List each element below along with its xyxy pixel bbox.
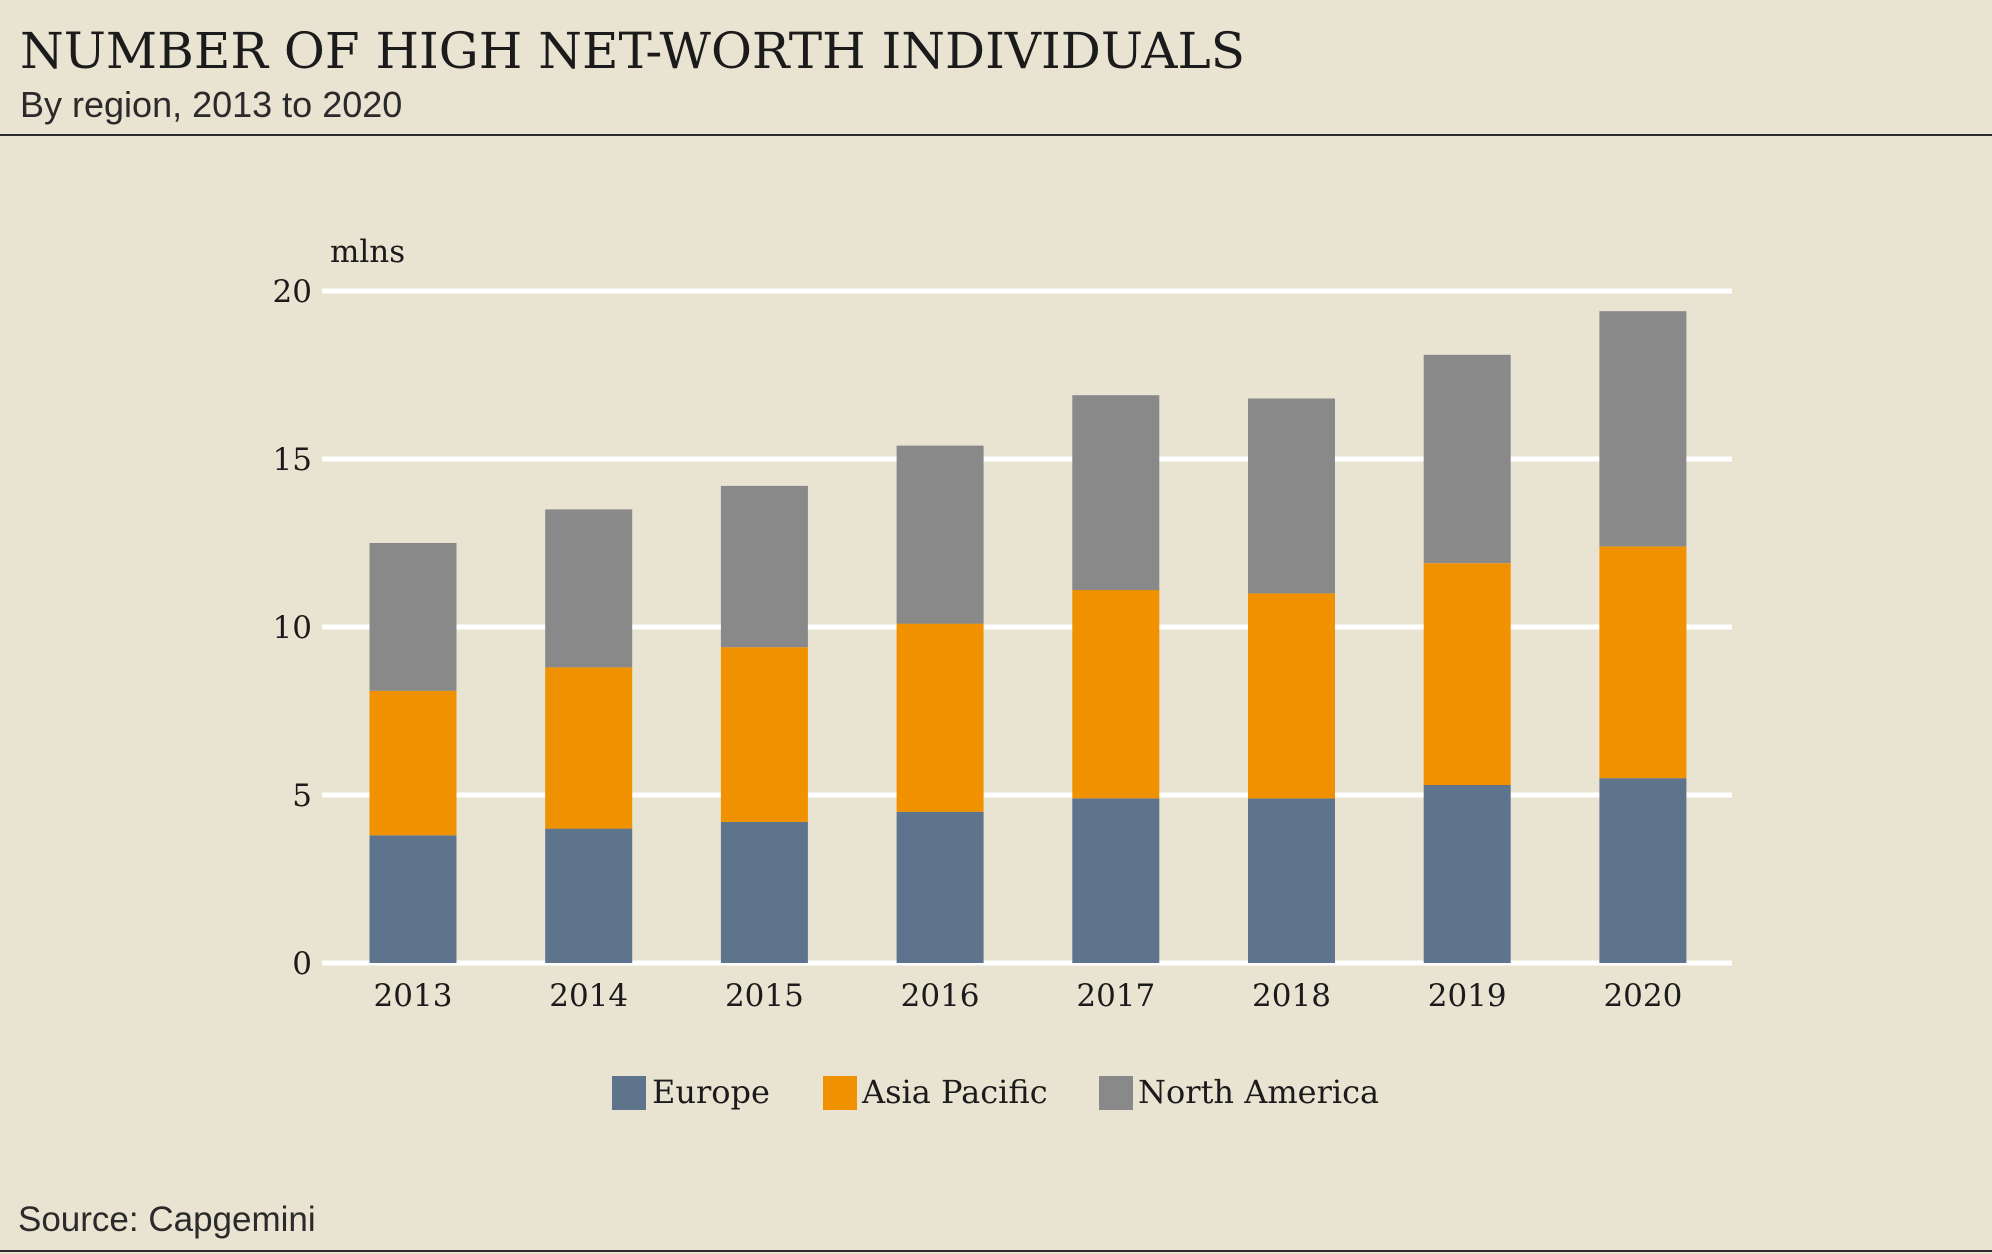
legend-swatch-asia-pacific [823, 1076, 857, 1110]
bar-europe-2020 [1599, 778, 1687, 963]
x-tick-label-2018: 2018 [1252, 978, 1331, 1014]
bar-asia-pacific-2014 [545, 667, 633, 829]
y-tick-labels: 0 5 10 15 20 [273, 274, 312, 982]
x-tick-label-2014: 2014 [549, 978, 628, 1014]
bar-europe-2017 [1072, 798, 1160, 963]
bar-asia-pacific-2020 [1599, 546, 1687, 779]
bar-north-america-2016 [896, 445, 984, 624]
x-tick-label-2019: 2019 [1428, 978, 1507, 1014]
bar-north-america-2013 [369, 543, 457, 691]
bar-asia-pacific-2016 [896, 623, 984, 812]
bar-europe-2016 [896, 811, 984, 963]
x-tick-label-2017: 2017 [1076, 978, 1155, 1014]
bar-asia-pacific-2018 [1248, 593, 1335, 799]
bar-asia-pacific-2017 [1072, 590, 1160, 799]
legend-label-north-america: North America [1138, 1073, 1379, 1111]
y-tick-label-15: 15 [273, 442, 312, 478]
bar-asia-pacific-2015 [720, 647, 808, 822]
bar-asia-pacific-2013 [369, 690, 457, 836]
bar-north-america-2019 [1423, 354, 1511, 564]
bar-europe-2019 [1423, 784, 1511, 963]
bar-europe-2014 [545, 828, 633, 963]
y-tick-label-20: 20 [273, 274, 312, 310]
x-tick-label-2020: 2020 [1603, 978, 1682, 1014]
legend-label-asia-pacific: Asia Pacific [861, 1073, 1048, 1111]
bar-europe-2015 [720, 821, 808, 963]
x-tick-labels: 2013 2014 2015 2016 2017 2018 2019 2020 [374, 978, 1683, 1014]
y-axis-label: mlns [330, 234, 405, 270]
y-tick-label-0: 0 [292, 946, 312, 982]
bar-north-america-2018 [1248, 398, 1335, 594]
x-tick-label-2013: 2013 [374, 978, 453, 1014]
legend-label-europe: Europe [652, 1073, 770, 1111]
chart-subtitle: By region, 2013 to 2020 [20, 84, 403, 125]
y-tick-label-10: 10 [273, 610, 312, 646]
y-tick-label-5: 5 [292, 778, 312, 814]
header-divider [0, 134, 1992, 136]
bar-north-america-2014 [545, 509, 633, 668]
footer-divider [0, 1250, 1992, 1252]
bar-asia-pacific-2019 [1423, 563, 1511, 785]
source-note: Source: Capgemini [18, 1200, 316, 1239]
bar-europe-2013 [369, 835, 457, 963]
x-tick-label-2016: 2016 [901, 978, 980, 1014]
bar-north-america-2017 [1072, 395, 1160, 591]
bar-north-america-2020 [1599, 311, 1687, 547]
bar-europe-2018 [1248, 798, 1335, 963]
legend-swatch-europe [612, 1076, 646, 1110]
gridlines [322, 288, 1732, 966]
chart-title: NUMBER OF HIGH NET-WORTH INDIVIDUALS [20, 22, 1245, 80]
legend: Europe Asia Pacific North America [612, 1073, 1379, 1111]
bars [369, 311, 1687, 963]
legend-swatch-north-america [1099, 1076, 1133, 1110]
x-tick-label-2015: 2015 [725, 978, 804, 1014]
bar-north-america-2015 [720, 485, 808, 648]
